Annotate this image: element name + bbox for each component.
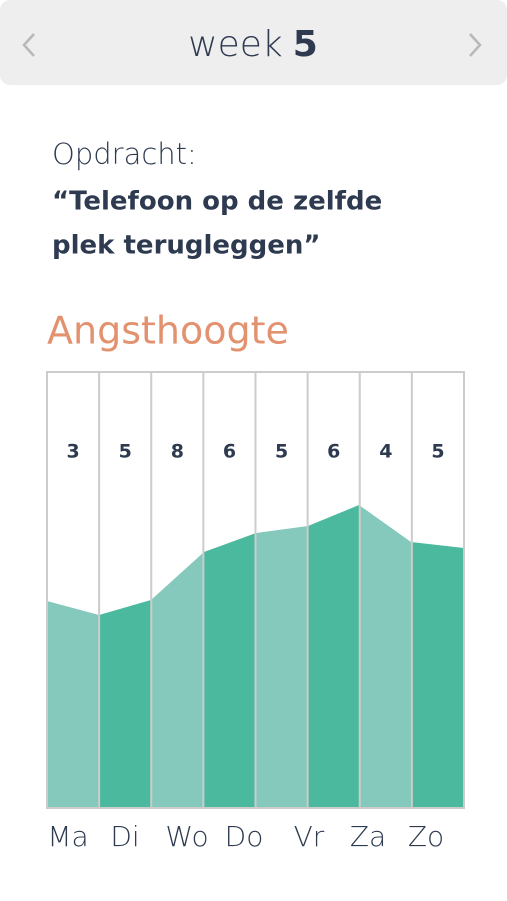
score: 5 bbox=[431, 441, 444, 463]
task-label: Opdracht: bbox=[52, 137, 197, 171]
score: 5 bbox=[275, 441, 288, 463]
task-line: “Telefoon op de zelfde bbox=[52, 187, 382, 217]
score: 3 bbox=[66, 441, 79, 463]
week-number: 5 bbox=[293, 24, 318, 65]
day-label: Za bbox=[350, 820, 386, 853]
day-label: Do bbox=[225, 820, 264, 853]
task-line: plek terugleggen” bbox=[52, 231, 321, 261]
day-label: Vr bbox=[294, 820, 325, 853]
day-label: Ma bbox=[47, 820, 88, 853]
score: 6 bbox=[327, 441, 340, 463]
day-label: Wo bbox=[165, 820, 208, 853]
score: 4 bbox=[379, 441, 392, 463]
next-week[interactable] bbox=[469, 33, 482, 57]
area bbox=[47, 505, 464, 808]
score: 8 bbox=[171, 441, 184, 463]
prev-week[interactable] bbox=[22, 33, 35, 57]
week-label: week bbox=[188, 24, 283, 65]
score: 5 bbox=[119, 441, 132, 463]
day-label: Di bbox=[110, 820, 139, 853]
week-heading: week 5 bbox=[188, 24, 318, 65]
day-label: Zo bbox=[408, 820, 444, 853]
week-bar bbox=[0, 0, 507, 85]
score: 6 bbox=[223, 441, 236, 463]
chart-title: Angsthoogte bbox=[47, 309, 289, 353]
